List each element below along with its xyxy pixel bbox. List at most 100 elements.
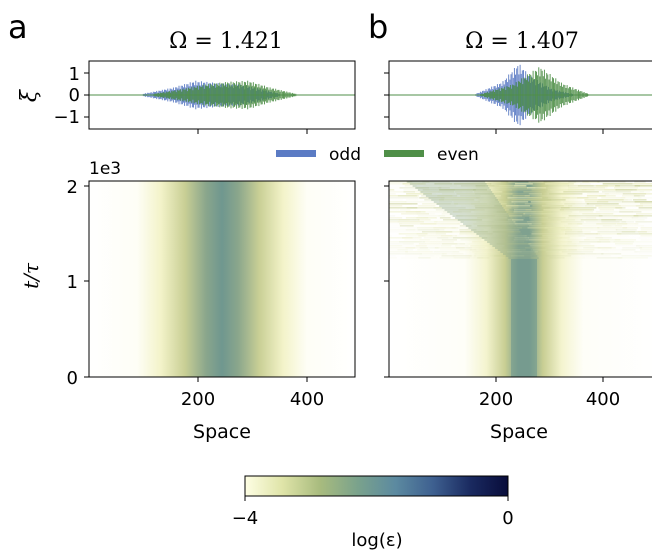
turbulence-stripe bbox=[399, 223, 437, 225]
turbulence-stripe bbox=[548, 217, 566, 219]
turbulence-stripe bbox=[399, 225, 414, 227]
core-segment bbox=[495, 247, 532, 249]
turbulence-stripe bbox=[389, 241, 422, 243]
core-segment bbox=[489, 243, 529, 245]
turbulence-stripe bbox=[494, 207, 519, 209]
turbulence-stripe bbox=[514, 191, 543, 193]
turbulence-stripe bbox=[405, 201, 438, 203]
heatmap-b-core bbox=[407, 181, 539, 377]
turbulence-stripe bbox=[635, 209, 652, 211]
turbulence-stripe bbox=[613, 241, 634, 243]
turbulence-stripe bbox=[615, 225, 645, 227]
turbulence-stripe bbox=[459, 213, 500, 215]
turbulence-stripe bbox=[418, 207, 433, 209]
turbulence-stripe bbox=[567, 217, 597, 219]
panel-letter-a: a bbox=[8, 8, 28, 46]
turbulence-stripe bbox=[438, 181, 468, 183]
ytick-label-a-1: 1 bbox=[69, 64, 80, 85]
turbulence-stripe bbox=[389, 193, 396, 195]
heatmap-a-field bbox=[89, 181, 355, 377]
turbulence-stripe bbox=[640, 255, 652, 257]
turbulence-stripe bbox=[586, 203, 619, 205]
xlabel-a: Space bbox=[193, 421, 251, 443]
turbulence-stripe bbox=[632, 243, 652, 245]
turbulence-stripe bbox=[601, 197, 626, 199]
turbulence-stripe bbox=[492, 247, 503, 249]
turbulence-stripe bbox=[418, 219, 431, 221]
turbulence-stripe bbox=[475, 185, 500, 187]
core-segment bbox=[447, 211, 507, 213]
core-segment bbox=[508, 257, 539, 259]
core-segment bbox=[511, 285, 537, 287]
turbulence-stripe bbox=[507, 233, 520, 235]
turbulence-stripe bbox=[417, 249, 430, 251]
turbulence-stripe bbox=[473, 223, 494, 225]
turbulence-stripe bbox=[389, 191, 424, 193]
turbulence-stripe bbox=[564, 225, 579, 227]
turbulence-stripe bbox=[488, 203, 516, 205]
turbulence-stripe bbox=[460, 189, 495, 191]
turbulence-stripe bbox=[531, 189, 550, 191]
turbulence-stripe bbox=[568, 187, 605, 189]
turbulence-stripe bbox=[579, 211, 594, 213]
turbulence-stripe bbox=[397, 221, 438, 223]
turbulence-stripe bbox=[639, 233, 652, 235]
turbulence-stripe bbox=[389, 235, 392, 237]
core-segment bbox=[471, 229, 519, 231]
turbulence-stripe bbox=[505, 205, 531, 207]
core-segment bbox=[479, 235, 524, 237]
core-segment bbox=[455, 217, 511, 219]
turbulence-stripe bbox=[581, 189, 617, 191]
core-segment bbox=[511, 371, 537, 373]
turbulence-stripe bbox=[549, 257, 565, 259]
turbulence-stripe bbox=[528, 237, 563, 239]
turbulence-stripe bbox=[492, 191, 503, 193]
turbulence-stripe bbox=[599, 239, 610, 241]
turbulence-stripe bbox=[389, 251, 408, 253]
turbulence-stripe bbox=[635, 205, 652, 207]
core-segment bbox=[439, 205, 503, 207]
turbulence-stripe bbox=[389, 211, 426, 213]
turbulence-stripe bbox=[545, 245, 577, 247]
turbulence-stripe bbox=[406, 193, 432, 195]
turbulence-stripe bbox=[512, 195, 530, 197]
turbulence-stripe bbox=[568, 215, 603, 217]
turbulence-stripe bbox=[416, 187, 442, 189]
turbulence-stripe bbox=[439, 257, 471, 259]
core-segment bbox=[497, 249, 533, 251]
core-segment bbox=[428, 197, 497, 199]
core-segment bbox=[511, 303, 537, 305]
turbulence-stripe bbox=[460, 195, 481, 197]
turbulence-stripe bbox=[567, 189, 595, 191]
turbulence-stripe bbox=[419, 197, 445, 199]
core-segment bbox=[460, 221, 514, 223]
turbulence-stripe bbox=[435, 209, 476, 211]
turbulence-stripe bbox=[529, 217, 569, 219]
turbulence-stripe bbox=[416, 233, 447, 235]
core-segment bbox=[511, 307, 537, 309]
turbulence-stripe bbox=[403, 189, 430, 191]
turbulence-stripe bbox=[475, 213, 490, 215]
turbulence-stripe bbox=[453, 201, 480, 203]
turbulence-stripe bbox=[512, 241, 525, 243]
core-segment bbox=[511, 267, 537, 269]
core-segment bbox=[511, 373, 537, 375]
turbulence-stripe bbox=[601, 253, 622, 255]
turbulence-stripe bbox=[495, 225, 525, 227]
turbulence-stripe bbox=[550, 219, 576, 221]
core-segment bbox=[420, 191, 493, 193]
turbulence-stripe bbox=[543, 199, 566, 201]
turbulence-stripe bbox=[389, 217, 403, 219]
turbulence-stripe bbox=[423, 237, 449, 239]
turbulence-stripe bbox=[568, 205, 594, 207]
core-segment bbox=[511, 305, 537, 307]
core-segment bbox=[511, 337, 537, 339]
turbulence-stripe bbox=[493, 249, 521, 251]
turbulence-stripe bbox=[419, 191, 454, 193]
turbulence-stripe bbox=[577, 197, 589, 199]
turbulence-stripe bbox=[595, 205, 621, 207]
turbulence-stripe bbox=[512, 187, 529, 189]
y-multiplier: 1e3 bbox=[89, 159, 121, 179]
turbulence-stripe bbox=[563, 191, 599, 193]
turbulence-stripe bbox=[621, 255, 652, 257]
